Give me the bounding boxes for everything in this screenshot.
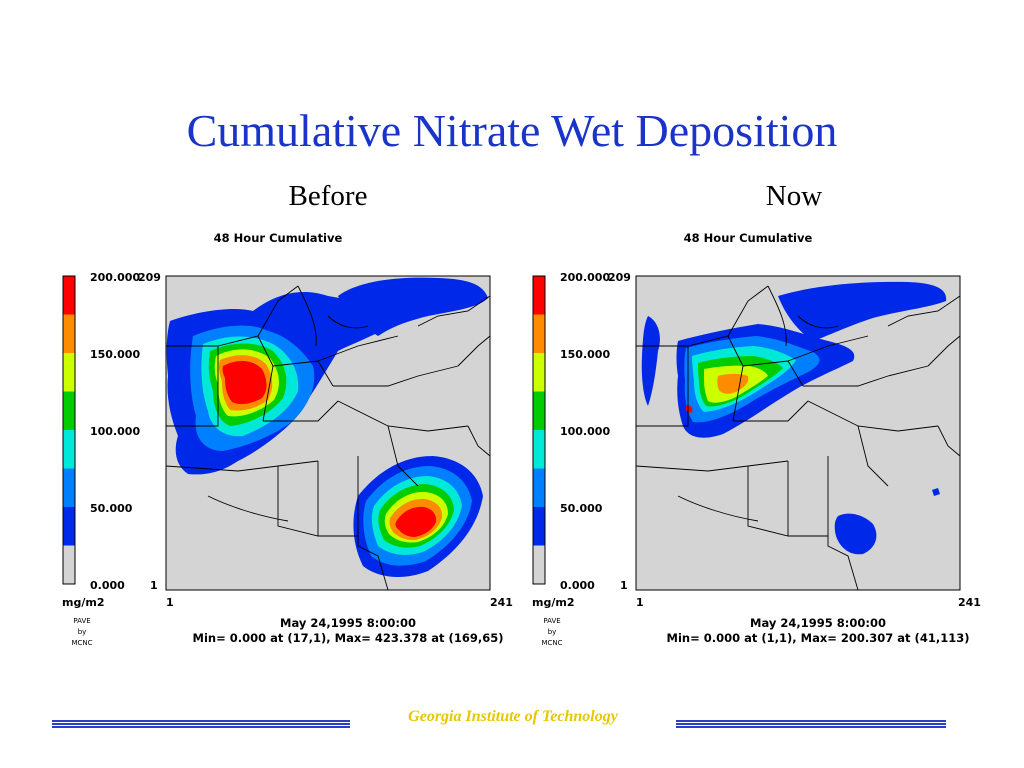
panel-heading-before: Before — [288, 180, 368, 212]
footer-institution: Georgia Institute of Technology — [408, 708, 618, 725]
x-axis-max: 241 — [958, 596, 981, 609]
colorbar-unit: mg/m2 — [62, 596, 105, 609]
plot-now: 48 Hour Cumulative 200.000 150.000 100.0… — [528, 226, 988, 656]
deposition-region-northeast — [778, 281, 947, 341]
colorbar-swatch — [63, 276, 75, 315]
state-boundaries-now — [635, 285, 961, 591]
plot-title-before: 48 Hour Cumulative — [213, 231, 343, 245]
map-area-now — [635, 275, 961, 591]
colorbar-now — [532, 275, 546, 585]
colorbar-tick-label: 100.000 — [90, 425, 141, 438]
y-axis-max: 209 — [138, 271, 161, 284]
slide-title: Cumulative Nitrate Wet Deposition — [186, 105, 838, 156]
y-axis-max: 209 — [608, 271, 631, 284]
colorbar-swatch — [63, 353, 75, 392]
footer-rule-left — [52, 720, 350, 728]
colorbar-swatch — [533, 468, 545, 508]
credit-line: PAVE — [543, 617, 561, 625]
x-axis-max: 241 — [490, 596, 513, 609]
plot-before: 48 Hour Cumulative 200.000 150.000 100.0… — [58, 226, 518, 656]
colorbar-swatch — [63, 391, 75, 431]
colorbar-swatch — [63, 468, 75, 508]
colorbar-swatch — [533, 276, 545, 315]
colorbar-swatch — [533, 507, 545, 546]
colorbar-tick-label: 0.000 — [560, 579, 595, 592]
colorbar-tick-label: 50.000 — [560, 502, 603, 515]
colorbar-swatch — [533, 353, 545, 392]
colorbar-tick-label: 150.000 — [90, 348, 141, 361]
plot-stats: Min= 0.000 at (17,1), Max= 423.378 at (1… — [192, 631, 504, 645]
colorbar-swatch — [63, 545, 75, 585]
colorbar-tick-label: 100.000 — [560, 425, 611, 438]
colorbar-swatch — [63, 430, 75, 469]
y-axis-min: 1 — [150, 579, 158, 592]
colorbar-swatch — [63, 507, 75, 546]
x-axis-min: 1 — [166, 596, 174, 609]
panel-heading-now: Now — [765, 180, 823, 212]
credit-line: MCNC — [71, 639, 93, 647]
plot-date: May 24,1995 8:00:00 — [280, 616, 416, 630]
colorbar-tick-label: 50.000 — [90, 502, 133, 515]
plot-date: May 24,1995 8:00:00 — [750, 616, 886, 630]
plot-title-now: 48 Hour Cumulative — [683, 231, 813, 245]
colorbar-tick-label: 150.000 — [560, 348, 611, 361]
credit-line: by — [77, 628, 87, 636]
footer-rule-right — [676, 720, 946, 728]
plot-stats: Min= 0.000 at (1,1), Max= 200.307 at (41… — [666, 631, 970, 645]
map-now — [532, 275, 961, 591]
credit-line: PAVE — [73, 617, 91, 625]
colorbar-swatch — [533, 314, 545, 354]
state-boundaries-before — [165, 285, 491, 591]
colorbar-border — [532, 275, 546, 585]
colorbar-swatch — [533, 391, 545, 431]
y-axis-min: 1 — [620, 579, 628, 592]
colorbar-tick-label: 0.000 — [90, 579, 125, 592]
colorbar-tick-label: 200.000 — [560, 271, 611, 284]
credit-line: by — [547, 628, 557, 636]
deposition-region-florida — [834, 513, 877, 555]
map-before — [62, 275, 491, 591]
colorbar-tick-label: 200.000 — [90, 271, 141, 284]
colorbar-border — [62, 275, 76, 585]
map-area-before — [165, 275, 491, 591]
colorbar-before — [62, 275, 76, 585]
deposition-region-northeast — [338, 277, 488, 336]
credit-line: MCNC — [541, 639, 563, 647]
colorbar-swatch — [63, 314, 75, 354]
x-axis-min: 1 — [636, 596, 644, 609]
colorbar-swatch — [533, 430, 545, 469]
colorbar-unit: mg/m2 — [532, 596, 575, 609]
colorbar-swatch — [533, 545, 545, 585]
